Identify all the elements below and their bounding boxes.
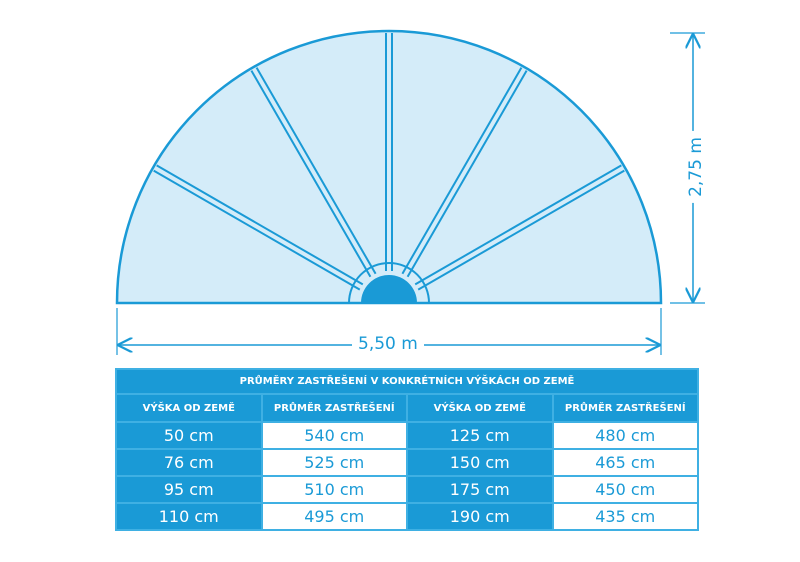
height-cell: 95 cm (115, 475, 263, 504)
header-diameter: PRŮMĚR ZASTŘEŠENÍ (551, 393, 699, 423)
height-cell: 76 cm (115, 448, 263, 477)
height-label: 2,75 m (685, 131, 706, 203)
height-cell: 50 cm (115, 421, 263, 450)
diameter-cell: 510 cm (260, 475, 408, 504)
height-cell: 110 cm (115, 502, 263, 531)
rib-line (153, 169, 361, 291)
diameter-cell: 540 cm (260, 421, 408, 450)
height-cell: 125 cm (406, 421, 554, 450)
rib-line (414, 164, 622, 286)
diameter-table: PRŮMĚRY ZASTŘEŠENÍ V KONKRÉTNÍCH VÝŠKÁCH… (115, 368, 699, 531)
roof-ribs (153, 33, 625, 291)
height-cell: 175 cm (406, 475, 554, 504)
height-cell: 150 cm (406, 448, 554, 477)
diameter-cell: 525 cm (260, 448, 408, 477)
diameter-cell: 495 cm (260, 502, 408, 531)
diameter-cell: 435 cm (551, 502, 699, 531)
hub (361, 275, 417, 303)
table-row: 50 cm 540 cm 125 cm 480 cm (115, 421, 699, 450)
table-row: 76 cm 525 cm 150 cm 465 cm (115, 448, 699, 477)
table-row: 95 cm 510 cm 175 cm 450 cm (115, 475, 699, 504)
hub-arc (348, 262, 430, 304)
rib-line (255, 67, 377, 275)
header-diameter: PRŮMĚR ZASTŘEŠENÍ (260, 393, 408, 423)
rib-line (417, 169, 625, 291)
width-label: 5,50 m (352, 334, 424, 354)
height-cell: 190 cm (406, 502, 554, 531)
rib-line (401, 67, 523, 275)
table-row: 110 cm 495 cm 190 cm 435 cm (115, 502, 699, 531)
diameter-cell: 465 cm (551, 448, 699, 477)
header-height: VÝŠKA OD ZEMĚ (406, 393, 554, 423)
rib-line (250, 70, 372, 278)
rib-line (156, 164, 364, 286)
table-title: PRŮMĚRY ZASTŘEŠENÍ V KONKRÉTNÍCH VÝŠKÁCH… (115, 368, 699, 395)
rib-line (406, 70, 528, 278)
header-height: VÝŠKA OD ZEMĚ (115, 393, 263, 423)
roof-outline (115, 29, 663, 305)
diameter-cell: 450 cm (551, 475, 699, 504)
diameter-cell: 480 cm (551, 421, 699, 450)
